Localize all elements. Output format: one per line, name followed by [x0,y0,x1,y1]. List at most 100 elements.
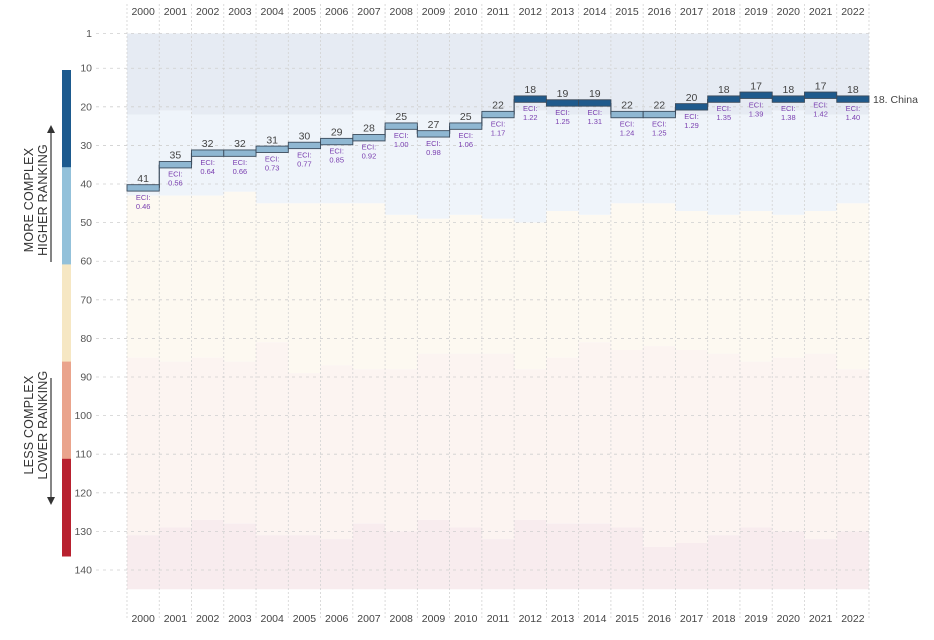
year-label-top: 2012 [519,6,543,18]
rank-data-label: 20 [686,92,698,104]
color-scale-segment [62,264,71,363]
series-step [158,161,192,169]
year-label-bottom: 2018 [712,613,736,625]
eci-data-label-prefix: ECI: [297,150,312,159]
series-step [771,95,805,103]
rank-data-label: 19 [557,88,569,100]
series-step [384,122,418,130]
complexity-band-1 [127,33,869,115]
rank-data-label: 32 [234,138,246,150]
eci-data-label-prefix: ECI: [749,100,764,109]
eci-data-label-value: 1.42 [813,109,828,118]
year-label-top: 2000 [131,6,155,18]
series-step [545,99,580,107]
y-tick-label: 80 [80,333,92,345]
eci-data-label-prefix: ECI: [652,120,667,129]
rank-data-label: 17 [750,80,762,92]
color-scale-segment [62,70,71,168]
eci-data-label-value: 1.25 [555,117,570,126]
year-label-top: 2021 [809,6,833,18]
year-label-bottom: 2011 [487,613,510,625]
series-step [707,95,741,103]
rank-data-label: 41 [137,173,149,185]
series-end-label: 18. China [873,94,918,106]
eci-data-label-value: 1.22 [523,113,538,122]
year-label-top: 2010 [454,6,478,18]
y-tick-label: 70 [80,294,92,306]
eci-data-label-prefix: ECI: [394,131,409,140]
eci-data-label-prefix: ECI: [200,158,215,167]
year-label-bottom: 2001 [164,613,188,625]
gridlines [96,4,870,620]
series-step [836,95,870,103]
eci-data-label-value: 1.38 [781,113,796,122]
year-label-top: 2013 [551,6,575,18]
rank-data-label: 22 [653,100,665,112]
y-tick-label: 130 [74,526,92,538]
eci-data-label-value: 1.25 [652,129,667,138]
year-label-top: 2019 [744,6,768,18]
eci-data-label-value: 1.39 [749,109,764,118]
year-label-top: 2009 [422,6,446,18]
side-labels: MORE COMPLEX HIGHER RANKING LESS COMPLEX… [22,144,50,479]
y-tick-label: 10 [80,63,92,75]
eci-data-label-prefix: ECI: [684,112,699,121]
rank-data-label: 27 [428,119,440,131]
y-tick-label: 40 [80,179,92,191]
eci-data-label-value: 0.85 [329,156,344,165]
rank-data-label: 25 [395,111,407,123]
year-label-bottom: 2004 [260,613,284,625]
rank-data-label: 31 [266,134,278,146]
y-tick-label: 90 [80,372,92,384]
up-arrow-head [47,125,55,133]
y-tick-label: 30 [80,140,92,152]
year-label-bottom: 2008 [390,613,414,625]
year-label-top: 2018 [712,6,736,18]
eci-data-label-value: 1.29 [684,121,699,130]
year-label-top: 2014 [583,6,607,18]
eci-data-label-prefix: ECI: [168,170,183,179]
eci-data-label-value: 1.06 [458,140,473,149]
eci-data-label-prefix: ECI: [781,104,796,113]
year-label-bottom: 2003 [228,613,252,625]
rank-data-label: 32 [202,138,214,150]
series-step [255,145,289,153]
eci-data-label-prefix: ECI: [813,100,828,109]
y-tick-label: 50 [80,217,92,229]
y-tick-label: 20 [80,101,92,113]
series-step [610,110,644,119]
eci-data-label-prefix: ECI: [426,139,441,148]
series-step [191,149,225,157]
eci-data-label-prefix: ECI: [265,154,280,163]
year-label-top: 2007 [357,6,381,18]
y-tick-label: 120 [74,487,92,499]
side-label-bottom-line2: LOWER RANKING [36,371,50,480]
eci-data-label-value: 0.66 [233,167,248,176]
complexity-bands [127,33,869,590]
rank-data-label: 30 [299,130,311,142]
y-tick-label: 100 [74,410,92,422]
eci-data-label-value: 1.00 [394,140,409,149]
eci-data-label-value: 0.64 [200,167,215,176]
series-step [739,91,773,99]
side-label-top-line2: HIGHER RANKING [36,144,50,256]
rank-data-label: 18 [718,84,730,96]
eci-data-label-value: 0.73 [265,163,280,172]
rank-data-label: 25 [460,111,472,123]
eci-data-label-value: 1.31 [587,117,602,126]
rank-data-label: 18 [783,84,795,96]
eci-data-label-prefix: ECI: [491,120,506,129]
series-step [416,130,451,138]
eci-data-label-prefix: ECI: [846,104,861,113]
eci-data-label-prefix: ECI: [458,131,473,140]
year-label-top: 2004 [260,6,284,18]
series-step [449,122,483,130]
point-labels: 41ECI:0.4635ECI:0.5632ECI:0.6432ECI:0.66… [136,80,860,211]
series-step [513,95,547,103]
year-label-bottom: 2020 [777,613,801,625]
y-tick-label: 110 [75,449,92,461]
complexity-band-3 [127,191,869,374]
complexity-band-2 [127,110,869,223]
eci-data-label-value: 0.92 [362,152,377,161]
